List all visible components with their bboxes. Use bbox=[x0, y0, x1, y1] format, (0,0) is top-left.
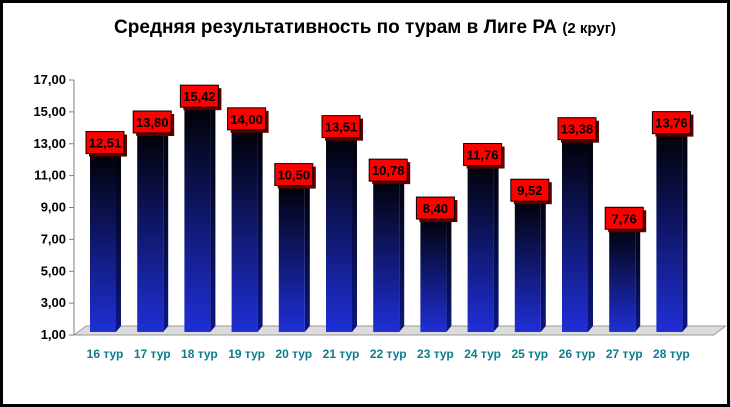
data-label-box bbox=[85, 131, 125, 155]
y-tick-label: 7,00 bbox=[41, 231, 66, 246]
bar-side bbox=[163, 121, 169, 332]
chart-title: Средняя результативность по турам в Лиге… bbox=[3, 17, 727, 39]
data-label: 7,76 bbox=[612, 211, 637, 226]
x-tick-label: 22 тур bbox=[370, 347, 407, 361]
data-label-box bbox=[415, 196, 455, 220]
data-label-box bbox=[274, 163, 314, 187]
chart-title-main: Средняя результативность по турам в Лиге… bbox=[114, 17, 558, 38]
y-tick-label: 11,00 bbox=[34, 168, 66, 183]
data-label: 10,50 bbox=[278, 168, 311, 183]
data-label: 14,00 bbox=[230, 112, 263, 127]
y-tick-label: 13,00 bbox=[33, 136, 66, 151]
bar bbox=[326, 131, 352, 332]
bar bbox=[184, 101, 211, 333]
x-tick-label: 28 тур bbox=[653, 347, 690, 361]
data-label: 13,51 bbox=[325, 120, 358, 135]
bar bbox=[137, 127, 164, 332]
data-label-box bbox=[463, 143, 503, 167]
bar-side bbox=[304, 173, 310, 332]
bar bbox=[562, 133, 588, 332]
x-tick-label: 21 тур bbox=[323, 347, 360, 361]
data-label-box bbox=[368, 158, 408, 182]
bar bbox=[609, 223, 636, 332]
bar-side bbox=[352, 125, 357, 332]
x-tick-label: 16 тур bbox=[87, 347, 124, 361]
x-tick-label: 19 тур bbox=[228, 347, 265, 361]
bar-side bbox=[635, 217, 641, 332]
bar-side bbox=[446, 207, 452, 332]
bar-side bbox=[493, 153, 499, 332]
data-label-box bbox=[132, 110, 172, 134]
chart-subtitle: (2 круг) bbox=[562, 20, 616, 37]
data-label: 8,40 bbox=[423, 201, 448, 216]
data-label: 9,52 bbox=[517, 183, 542, 198]
bar bbox=[514, 195, 541, 332]
data-label: 12,51 bbox=[89, 136, 122, 151]
bar-side bbox=[588, 127, 593, 332]
bar-side bbox=[116, 141, 121, 332]
data-label-box bbox=[651, 111, 691, 135]
bar bbox=[373, 175, 400, 332]
bar bbox=[278, 179, 305, 332]
bar bbox=[231, 123, 258, 332]
x-tick-label: 25 тур bbox=[511, 347, 548, 361]
bar bbox=[467, 159, 494, 332]
data-label: 15,42 bbox=[183, 89, 216, 104]
x-tick-label: 20 тур bbox=[275, 347, 312, 361]
data-label-box bbox=[179, 84, 219, 108]
bar-side bbox=[210, 95, 216, 333]
x-tick-label: 24 тур bbox=[464, 347, 501, 361]
bar-side bbox=[540, 189, 546, 332]
data-label: 10,78 bbox=[372, 163, 405, 178]
data-label: 13,76 bbox=[655, 116, 688, 131]
data-label-box bbox=[510, 178, 550, 202]
y-tick-label: 9,00 bbox=[41, 200, 66, 215]
data-label: 13,80 bbox=[136, 115, 169, 130]
y-tick-label: 15,00 bbox=[33, 104, 66, 119]
data-label: 13,38 bbox=[561, 122, 594, 137]
y-tick-label: 17,00 bbox=[33, 72, 66, 87]
y-tick-label: 3,00 bbox=[41, 295, 66, 310]
x-tick-label: 27 тур bbox=[606, 347, 643, 361]
bar bbox=[90, 147, 116, 332]
bar-side bbox=[682, 121, 688, 332]
data-label-box bbox=[321, 115, 361, 139]
x-tick-label: 26 тур bbox=[559, 347, 596, 361]
bar-side bbox=[257, 117, 263, 332]
data-label-box bbox=[557, 117, 597, 141]
x-tick-label: 23 тур bbox=[417, 347, 454, 361]
data-label: 11,76 bbox=[467, 148, 499, 163]
y-tick-label: 5,00 bbox=[41, 263, 66, 278]
x-tick-label: 18 тур bbox=[181, 347, 218, 361]
data-label-box bbox=[604, 206, 644, 230]
bar-side bbox=[399, 169, 405, 332]
y-tick-label: 1,00 bbox=[41, 327, 66, 342]
bar bbox=[656, 127, 683, 332]
x-tick-label: 17 тур bbox=[134, 347, 171, 361]
bar bbox=[420, 213, 447, 332]
data-label-box bbox=[227, 107, 267, 131]
